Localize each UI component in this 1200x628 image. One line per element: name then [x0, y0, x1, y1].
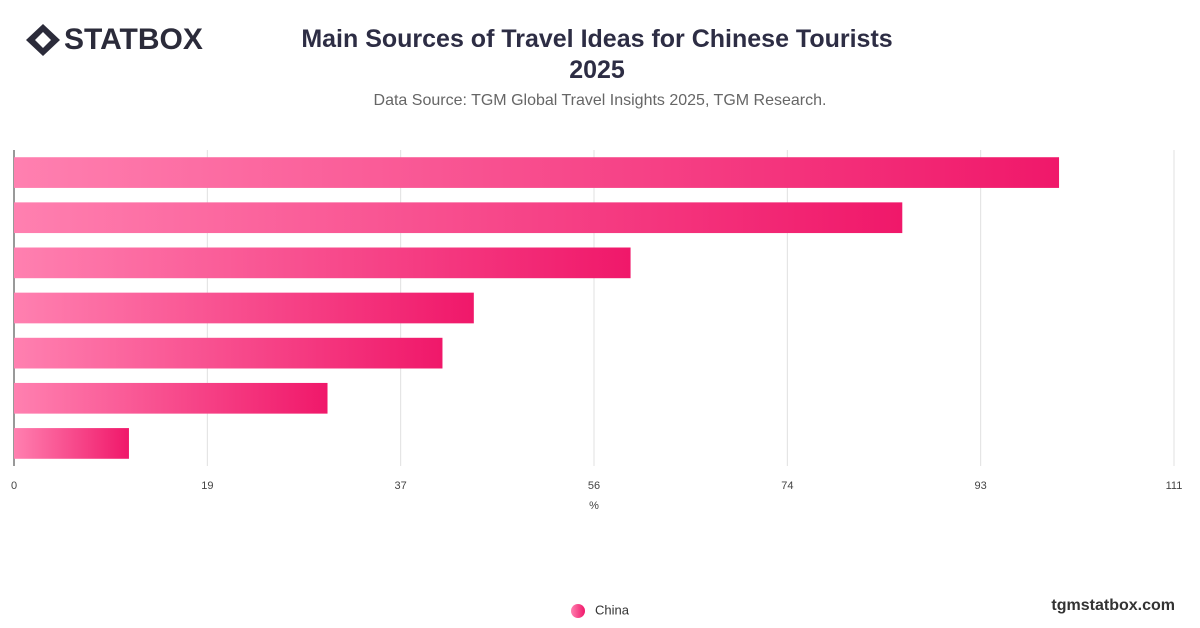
logo-icon — [26, 24, 60, 56]
x-tick-label: 0 — [11, 480, 17, 492]
bar — [14, 337, 443, 369]
bar — [14, 382, 328, 414]
bar — [14, 157, 1060, 188]
chart-subtitle: Data Source: TGM Global Travel Insights … — [373, 92, 827, 109]
x-tick-label: 74 — [781, 480, 793, 492]
chart-title: Main Sources of Travel Ideas for Chinese… — [301, 25, 893, 84]
x-tick-label: 37 — [395, 480, 407, 492]
logo: STATBOX — [64, 23, 203, 56]
bar — [14, 247, 631, 279]
bar — [14, 202, 903, 234]
x-tick-label: 93 — [975, 480, 987, 492]
x-tick-label: 111 — [1166, 480, 1183, 492]
legend-label: China — [595, 602, 630, 617]
bar — [14, 292, 474, 324]
x-axis-label: % — [589, 500, 599, 512]
legend-marker — [571, 604, 585, 618]
x-tick-label: 19 — [201, 480, 213, 492]
x-tick-label: 56 — [588, 480, 600, 492]
watermark: tgmstatbox.com — [1051, 597, 1175, 614]
bar — [14, 428, 129, 459]
